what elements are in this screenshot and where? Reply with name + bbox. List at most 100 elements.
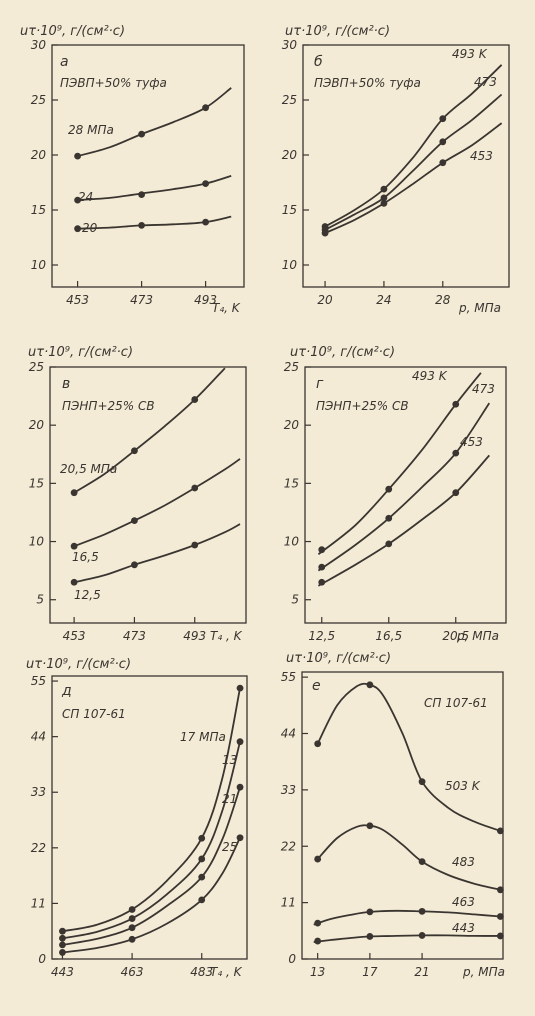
y-tick-label: 11: [281, 896, 296, 910]
data-point: [191, 541, 199, 549]
x-tick-label: 20: [317, 293, 333, 307]
panel-v: uτ·10⁹, г/(см²·с) в ПЭНП+25% СВ T₄ , K 2…: [28, 345, 247, 643]
material-label: СП 107-61: [424, 696, 488, 710]
data-point: [439, 115, 447, 123]
data-point: [418, 932, 426, 939]
material-label: ПЭВП+50% туфа: [60, 76, 167, 90]
data-point: [380, 200, 388, 207]
series-label: 493 K: [412, 369, 448, 383]
y-tick-label: 25: [31, 93, 46, 107]
data-point: [385, 540, 393, 548]
series-label: 473: [472, 382, 495, 396]
plot-frame: [302, 44, 510, 288]
data-point: [236, 684, 244, 692]
data-point: [366, 822, 374, 830]
data-point: [128, 915, 136, 922]
x-tick-label: 24: [376, 293, 391, 307]
series-line: [324, 64, 503, 228]
series-label: 483: [452, 855, 475, 869]
x-tick-label: 453: [63, 629, 86, 643]
series-label: 493 K: [452, 47, 488, 61]
panel-b: uτ·10⁹, г/(см²·с) б ПЭВП+50% туфа p, МПа…: [282, 24, 510, 315]
y-tick-label: 55: [281, 670, 296, 684]
x-axis-label: p, МПа: [462, 965, 505, 979]
y-tick-label: 15: [284, 476, 299, 490]
data-point: [380, 194, 388, 202]
x-tick-label: 12,5: [308, 629, 335, 643]
panel-marks: 5 10 15 20 25 12,5 16,5 20,5: [284, 360, 491, 643]
y-tick-label: 0: [38, 952, 46, 966]
data-point: [314, 740, 322, 748]
series-label: 20,5 МПа: [60, 462, 117, 476]
y-tick-label: 20: [284, 418, 300, 432]
data-point: [439, 138, 447, 146]
data-point: [131, 561, 138, 569]
x-axis-label: p, МПа: [458, 301, 501, 315]
data-point: [128, 924, 136, 932]
y-tick-label: 22: [31, 841, 46, 855]
series-label: 463: [452, 895, 475, 909]
y-tick-label: 25: [282, 93, 297, 107]
series-line: [324, 93, 503, 231]
plot-frame: [51, 44, 245, 288]
y-tick-label: 30: [282, 38, 298, 52]
series-label: 453: [470, 149, 493, 163]
data-point: [236, 738, 244, 746]
material-label: ПЭНП+25% СВ: [316, 399, 409, 413]
series-line: [317, 824, 501, 891]
data-point: [418, 858, 426, 866]
data-point: [366, 933, 374, 940]
panel-letter: а: [60, 54, 69, 70]
data-point: [202, 104, 210, 112]
data-point: [74, 196, 81, 204]
data-point: [70, 542, 78, 550]
data-point: [496, 913, 504, 920]
x-tick-label: 453: [66, 293, 89, 307]
panel-a: uτ·10⁹, г/(см²·с) а ПЭВП+50% туфа T₄, K …: [20, 24, 245, 315]
y-tick-label: 20: [31, 148, 47, 162]
y-tick-label: 55: [31, 674, 46, 688]
series-label: 443: [452, 921, 475, 935]
material-label: ПЭВП+50% туфа: [314, 76, 421, 90]
data-point: [321, 229, 329, 237]
material-label: ПЭНП+25% СВ: [62, 399, 155, 413]
plot-frame: [304, 366, 507, 624]
data-point: [452, 489, 460, 497]
data-point: [128, 906, 136, 913]
panel-marks: 5 10 15 20 25 453 473 493: [29, 360, 241, 643]
data-point: [138, 222, 146, 229]
series-line: [73, 367, 226, 494]
panel-letter: б: [314, 54, 323, 70]
panel-e: uτ·10⁹, г/(см²·с) е СП 107-61 p, МПа 503…: [281, 651, 505, 979]
data-point: [74, 225, 81, 233]
x-tick-label: 20,5: [442, 629, 469, 643]
data-point: [452, 449, 460, 457]
y-tick-label: 20: [29, 418, 45, 432]
data-point: [496, 932, 504, 940]
series-line: [317, 402, 491, 572]
panel-letter: в: [62, 376, 70, 392]
series-label: 28 МПа: [68, 123, 114, 137]
data-point: [236, 834, 244, 842]
material-label: СП 107-61: [62, 707, 126, 721]
y-axis-label: uτ·10⁹, г/(см²·с): [26, 657, 131, 672]
data-point: [314, 855, 322, 863]
y-axis-label: uτ·10⁹, г/(см²·с): [28, 345, 133, 360]
panel-g: uτ·10⁹, г/(см²·с) г ПЭНП+25% СВ p, МПа 4…: [284, 345, 507, 643]
y-axis-label: uτ·10⁹, г/(см²·с): [285, 24, 390, 39]
x-tick-label: 493: [194, 293, 217, 307]
series-line: [62, 786, 241, 946]
panel-letter: д: [61, 683, 72, 699]
data-point: [138, 130, 146, 138]
data-point: [138, 191, 146, 199]
x-tick-label: 473: [123, 629, 146, 643]
x-axis-label: T₄ , K: [210, 965, 243, 979]
x-tick-label: 21: [414, 965, 429, 979]
data-point: [198, 896, 206, 904]
data-point: [198, 873, 206, 881]
panel-letter: г: [316, 376, 324, 392]
series-label: 21: [222, 792, 237, 806]
data-point: [385, 514, 393, 522]
data-point: [59, 927, 66, 935]
